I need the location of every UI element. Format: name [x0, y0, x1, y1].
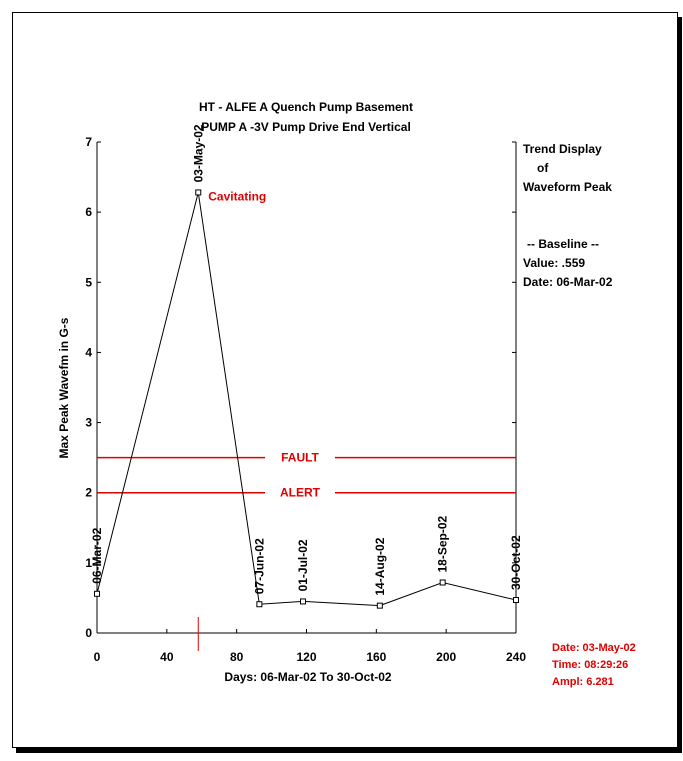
chart-title-line2: PUMP A -3V Pump Drive End Vertical [201, 120, 411, 134]
point-label: 01-Jul-02 [296, 539, 310, 591]
data-point [300, 598, 307, 605]
point-label: 30-Oct-02 [509, 535, 523, 590]
y-tick-label: 0 [85, 626, 92, 640]
x-tick-label: 0 [94, 650, 101, 664]
y-tick-label: 7 [85, 135, 92, 149]
y-tick-label: 2 [85, 486, 92, 500]
readout-date: Date: 03-May-02 [552, 642, 636, 654]
point-label: 18-Sep-02 [436, 515, 450, 572]
readout-time: Time: 08:29:26 [552, 659, 628, 671]
x-tick-label: 160 [366, 650, 386, 664]
point-label: 07-Jun-02 [252, 538, 266, 594]
x-tick-label: 80 [230, 650, 244, 664]
point-label: 06-Mar-02 [90, 527, 104, 583]
baseline-date: Date: 06-Mar-02 [523, 275, 613, 289]
side-panel: Trend Display of Waveform Peak -- Baseli… [523, 142, 613, 289]
data-point [376, 602, 383, 609]
data-point [195, 189, 202, 196]
x-axis-label: Days: 06-Mar-02 To 30-Oct-02 [224, 670, 392, 684]
x-tick-label: 120 [296, 650, 316, 664]
y-tick-label: 1 [85, 556, 92, 570]
side-panel-line2: of [537, 161, 549, 175]
x-tick-label: 200 [436, 650, 456, 664]
y-tick-label: 5 [85, 275, 92, 289]
threshold-label-alert: ALERT [280, 486, 321, 500]
cursor-readout: Date: 03-May-02 Time: 08:29:26 Ampl: 6.2… [552, 642, 636, 688]
x-tick-label: 40 [160, 650, 174, 664]
data-point [513, 597, 519, 604]
x-tick-label: 240 [506, 650, 526, 664]
readout-ampl: Ampl: 6.281 [552, 676, 614, 688]
side-panel-line1: Trend Display [523, 142, 602, 156]
baseline-header: -- Baseline -- [527, 237, 599, 251]
data-point [94, 590, 100, 597]
y-tick-label: 4 [85, 345, 92, 359]
threshold-label-fault: FAULT [281, 451, 319, 465]
point-label: 14-Aug-02 [373, 537, 387, 595]
y-tick-label: 3 [85, 416, 92, 430]
y-tick-label: 6 [85, 205, 92, 219]
annotation-cavitating: Cavitating [208, 189, 266, 203]
point-label: 03-May-02 [191, 124, 205, 182]
baseline-value: Value: .559 [523, 256, 585, 270]
data-point [256, 601, 263, 608]
chart-frame [12, 12, 678, 748]
data-point [439, 579, 446, 586]
chart-title-line1: HT - ALFE A Quench Pump Basement [199, 100, 413, 114]
y-axis-label: Max Peak Wavefm in G-s [57, 317, 71, 458]
side-panel-line3: Waveform Peak [523, 180, 612, 194]
